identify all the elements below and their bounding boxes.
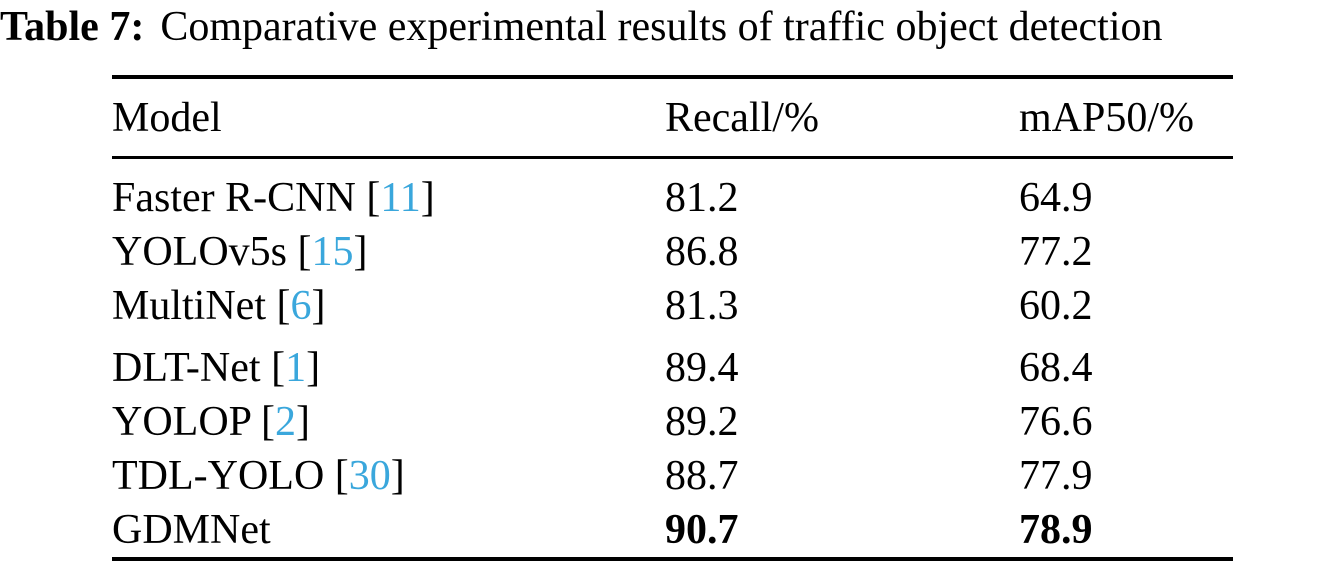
table-caption-label: Table 7: (0, 4, 145, 50)
table-row: YOLOP [2] 89.2 76.6 (112, 395, 1233, 449)
citation-bracket-close: ] (420, 175, 435, 221)
model-cell: DLT-Net [1] (112, 347, 665, 389)
map50-value: 68.4 (1019, 345, 1093, 391)
map50-value: 77.2 (1019, 229, 1093, 275)
table-body: Faster R-CNN [11] 81.2 64.9 YOLOv5s [15]… (112, 159, 1233, 557)
citation-bracket-close: ] (353, 229, 368, 275)
table-row: YOLOv5s [15] 86.8 77.2 (112, 225, 1233, 279)
citation-bracket-close: ] (295, 399, 310, 445)
model-name: Faster R-CNN (112, 175, 356, 221)
model-cell: Faster R-CNN [11] (112, 177, 665, 219)
table-row: TDL-YOLO [30] 88.7 77.9 (112, 449, 1233, 503)
map50-value: 76.6 (1019, 399, 1093, 445)
map50-value: 77.9 (1019, 453, 1093, 499)
citation-bracket-close: ] (390, 453, 405, 499)
citation-number: 2 (274, 399, 296, 445)
model-name: DLT-Net (112, 345, 261, 391)
model-name: YOLOP (112, 399, 251, 445)
table-row: MultiNet [6] 81.3 60.2 (112, 279, 1233, 333)
citation-number: 30 (348, 453, 391, 499)
model-name: YOLOv5s (112, 229, 287, 275)
map50-value: 64.9 (1019, 175, 1093, 221)
citation-ref[interactable]: [15] (287, 229, 368, 275)
model-name: MultiNet (112, 283, 266, 329)
map50-value: 60.2 (1019, 283, 1093, 329)
recall-value: 89.4 (665, 345, 739, 391)
table-row: Faster R-CNN [11] 81.2 64.9 (112, 171, 1233, 225)
citation-bracket-close: ] (306, 345, 321, 391)
results-table: Model Recall/% mAP50/% Faster R-CNN [11]… (112, 75, 1233, 561)
table-caption: Table 7: Comparative experimental results… (0, 2, 1335, 52)
column-header-model: Model (112, 94, 222, 141)
model-cell: GDMNet (112, 509, 665, 551)
citation-ref[interactable]: [11] (355, 175, 435, 221)
recall-value: 89.2 (665, 399, 739, 445)
recall-value: 88.7 (665, 453, 739, 499)
column-header-recall: Recall/% (665, 94, 819, 141)
citation-bracket-open: [ (260, 345, 286, 391)
table-mid-rule (112, 156, 1233, 159)
citation-ref[interactable]: [2] (250, 399, 310, 445)
citation-number: 6 (290, 283, 312, 329)
table-top-rule (112, 75, 1233, 79)
model-cell: TDL-YOLO [30] (112, 455, 665, 497)
recall-value: 90.7 (665, 507, 739, 553)
citation-bracket-open: [ (250, 399, 275, 445)
table-row: DLT-Net [1] 89.4 68.4 (112, 341, 1233, 395)
citation-bracket-close: ] (311, 283, 326, 329)
recall-value: 81.3 (665, 283, 739, 329)
table-header-row: Model Recall/% mAP50/% (112, 79, 1233, 156)
citation-number: 15 (311, 229, 354, 275)
citation-ref[interactable]: [30] (324, 453, 405, 499)
table-bottom-rule (112, 557, 1233, 561)
column-header-map50: mAP50/% (1019, 94, 1195, 141)
table-row: GDMNet 90.7 78.9 (112, 503, 1233, 557)
table-caption-text: Comparative experimental results of traf… (160, 4, 1163, 50)
citation-bracket-open: [ (355, 175, 381, 221)
citation-bracket-open: [ (287, 229, 312, 275)
model-name: TDL-YOLO (112, 453, 325, 499)
recall-value: 81.2 (665, 175, 739, 221)
model-cell: MultiNet [6] (112, 285, 665, 327)
model-cell: YOLOv5s [15] (112, 231, 665, 273)
citation-number: 11 (380, 175, 421, 221)
citation-bracket-open: [ (266, 283, 291, 329)
model-cell: YOLOP [2] (112, 401, 665, 443)
citation-ref[interactable]: [6] (266, 283, 326, 329)
citation-bracket-open: [ (324, 453, 349, 499)
map50-value: 78.9 (1019, 507, 1093, 553)
model-name: GDMNet (112, 507, 271, 553)
recall-value: 86.8 (665, 229, 739, 275)
citation-number: 1 (285, 345, 307, 391)
citation-ref[interactable]: [1] (260, 345, 321, 391)
